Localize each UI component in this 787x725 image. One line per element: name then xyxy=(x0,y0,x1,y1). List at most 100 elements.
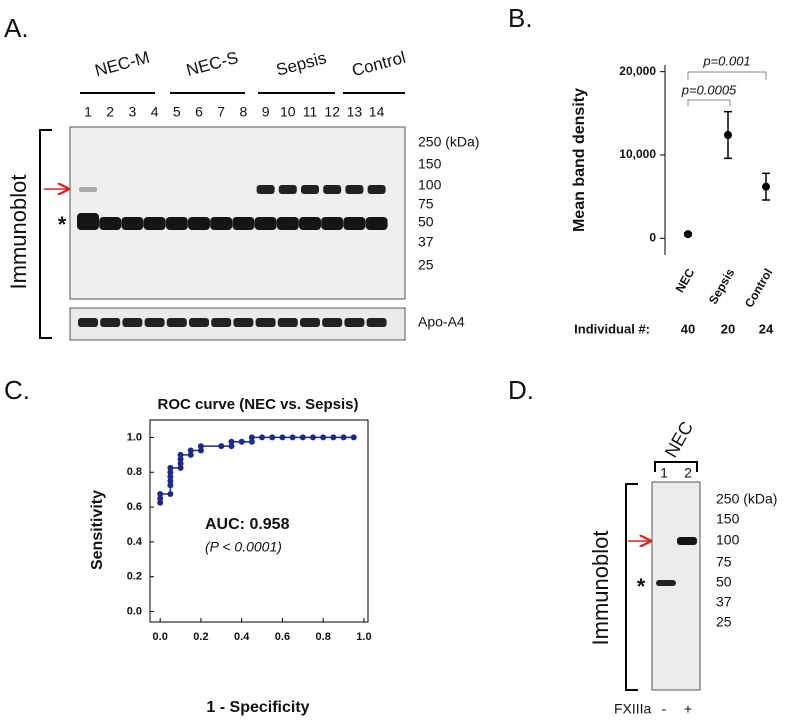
band xyxy=(299,217,321,230)
band xyxy=(121,217,144,230)
lane-label: 4 xyxy=(151,104,159,120)
roc-point xyxy=(350,434,357,441)
band xyxy=(301,185,319,194)
lane-label: 2 xyxy=(106,104,114,120)
band xyxy=(79,187,97,192)
roc-point xyxy=(269,434,276,441)
band xyxy=(210,217,233,230)
roc-point xyxy=(177,464,184,471)
loading-label: Apo-A4 xyxy=(418,314,465,330)
roc-point xyxy=(167,482,174,489)
band xyxy=(211,318,232,327)
marker-label: 25 xyxy=(418,257,434,273)
band xyxy=(366,318,387,327)
y-tick-label: 0 xyxy=(649,231,656,245)
band xyxy=(322,318,343,327)
count-label: 20 xyxy=(721,321,735,336)
band xyxy=(232,217,255,230)
roc-point xyxy=(279,434,286,441)
band xyxy=(254,217,277,230)
y-tick-label: 0.6 xyxy=(127,501,142,513)
band xyxy=(344,318,365,327)
band xyxy=(321,217,344,230)
x-tick-label: 0.8 xyxy=(316,631,331,643)
band xyxy=(256,185,275,194)
count-label: 40 xyxy=(681,321,695,336)
bracket xyxy=(654,461,698,472)
roc-point xyxy=(289,434,296,441)
y-tick-label: 10,000 xyxy=(619,147,656,161)
band xyxy=(656,580,676,586)
panel-label: D. xyxy=(508,375,534,405)
marker-label: 100 xyxy=(418,177,442,193)
asterisk: * xyxy=(58,212,67,237)
roc-point xyxy=(218,443,225,450)
band xyxy=(188,217,210,230)
band xyxy=(189,318,209,327)
panel-label: B. xyxy=(508,3,533,33)
lane-label: 5 xyxy=(173,104,181,120)
roc-point xyxy=(187,451,194,458)
roc-point xyxy=(228,443,235,450)
x-axis-label: 1 - Specificity xyxy=(206,699,309,716)
sig-bracket xyxy=(687,71,767,80)
count-title: Individual #: xyxy=(574,321,650,336)
band xyxy=(367,185,386,194)
marker-label: 250 (kDa) xyxy=(418,134,479,150)
band xyxy=(255,318,276,327)
roc-point xyxy=(330,434,337,441)
roc-point xyxy=(320,434,327,441)
chart-title: ROC curve (NEC vs. Sepsis) xyxy=(158,396,359,413)
roc-point xyxy=(167,464,174,471)
roc-point xyxy=(197,443,204,450)
dot xyxy=(724,131,732,139)
marker-label: 50 xyxy=(716,574,732,590)
band xyxy=(122,318,143,327)
roc-line xyxy=(159,436,354,503)
lane-label: 13 xyxy=(347,104,363,120)
roc-point xyxy=(340,434,347,441)
y-tick-label: 0.0 xyxy=(127,605,142,617)
roc-point xyxy=(167,491,174,498)
roc-point xyxy=(248,434,255,441)
x-tick-label: 0.4 xyxy=(234,631,250,643)
y-tick-label: 0.8 xyxy=(127,466,142,478)
band xyxy=(300,318,320,327)
band xyxy=(277,318,298,327)
lane-label: 2 xyxy=(684,465,692,481)
marker-label: 150 xyxy=(716,511,740,527)
treatment-sign: + xyxy=(684,701,692,717)
dot xyxy=(762,182,770,191)
x-tick-label: Sepsis xyxy=(706,266,738,307)
treatment-label: FXIIIa xyxy=(614,701,652,717)
annotation: p=0.001 xyxy=(702,53,750,68)
x-tick-label: 1.0 xyxy=(356,631,371,643)
marker-label: 50 xyxy=(418,214,434,230)
band xyxy=(345,185,364,194)
annotation: (P < 0.0001) xyxy=(205,539,282,555)
marker-label: 250 (kDa) xyxy=(716,491,777,507)
band xyxy=(100,318,121,327)
annotation: AUC: 0.958 xyxy=(205,516,290,533)
asterisk: * xyxy=(637,574,646,599)
band xyxy=(143,217,166,230)
roc-point xyxy=(238,438,245,445)
roc-point xyxy=(167,469,174,476)
band xyxy=(78,318,98,327)
y-axis-label: Mean band density xyxy=(571,88,588,232)
marker-label: 37 xyxy=(418,234,434,250)
lane-label: 11 xyxy=(303,104,318,120)
band xyxy=(365,217,388,230)
band xyxy=(323,185,342,194)
roc-point xyxy=(197,447,204,454)
panel-label: A. xyxy=(4,13,29,43)
lane-label: 3 xyxy=(129,104,137,120)
group-label: Control xyxy=(350,48,408,81)
group-label: NEC-M xyxy=(93,48,152,81)
band xyxy=(276,217,299,230)
band xyxy=(99,217,122,230)
lane-label: 14 xyxy=(369,104,385,120)
lane-label: 1 xyxy=(84,104,92,120)
roc-point xyxy=(157,499,164,506)
